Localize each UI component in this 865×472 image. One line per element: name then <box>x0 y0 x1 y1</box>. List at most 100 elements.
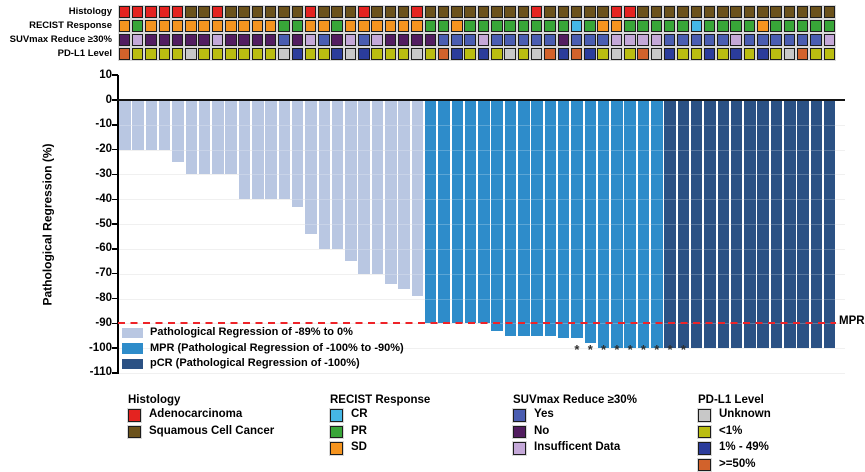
track-cell-recist <box>810 20 822 32</box>
y-tick-label: -40 <box>95 192 112 205</box>
legend-swatch <box>698 425 711 438</box>
track-cell-recist <box>637 20 649 32</box>
waterfall-bar <box>305 100 317 234</box>
track-cell-histology <box>278 6 290 18</box>
track-cell-recist <box>185 20 197 32</box>
waterfall-bar <box>584 100 596 344</box>
track-cell-recist <box>278 20 290 32</box>
track-cell-suvmax <box>783 34 796 46</box>
track-cell-recist <box>624 20 636 32</box>
track-cell-recist <box>584 20 596 32</box>
track-cell-pdl1 <box>304 48 317 60</box>
track-cell-pdl1 <box>637 48 649 60</box>
zero-baseline <box>117 98 845 101</box>
y-tick-label: -90 <box>95 316 112 329</box>
track-cell-recist <box>477 20 490 32</box>
waterfall-bar <box>784 100 796 349</box>
legend-swatch <box>330 442 343 455</box>
track-cell-suvmax <box>770 34 782 46</box>
track-cell-histology <box>703 6 716 18</box>
plot-legend-label-mpr: MPR (Pathological Regression of -100% to… <box>150 341 404 354</box>
track-cell-histology <box>318 6 330 18</box>
track-cell-suvmax <box>610 34 623 46</box>
track-cell-pdl1 <box>198 48 210 60</box>
track-cell-suvmax <box>198 34 210 46</box>
waterfall-bar <box>704 100 716 349</box>
track-cell-histology <box>757 6 769 18</box>
track-cell-histology <box>730 6 742 18</box>
track-cell-recist <box>198 20 210 32</box>
track-cell-pdl1 <box>251 48 264 60</box>
track-cell-histology <box>477 6 490 18</box>
track-cell-histology <box>770 6 782 18</box>
track-cell-suvmax <box>810 34 822 46</box>
track-cell-histology <box>530 6 543 18</box>
track-cell-pdl1 <box>131 48 144 60</box>
track-cell-suvmax <box>650 34 663 46</box>
track-cell-recist <box>437 20 450 32</box>
track-cell-suvmax <box>730 34 742 46</box>
track-cell-histology <box>291 6 303 18</box>
track-cell-histology <box>796 6 809 18</box>
track-cell-histology <box>225 6 237 18</box>
track-cell-recist <box>171 20 184 32</box>
track-cell-histology <box>544 6 556 18</box>
track-cell-histology <box>624 6 636 18</box>
track-cell-suvmax <box>145 34 157 46</box>
y-tick-label: -70 <box>95 267 112 280</box>
track-cell-pdl1 <box>823 48 835 60</box>
y-tick <box>111 148 118 151</box>
track-cell-recist <box>650 20 663 32</box>
waterfall-bar <box>717 100 729 349</box>
track-cell-histology <box>663 6 676 18</box>
waterfall-bar <box>198 100 211 175</box>
track-cell-pdl1 <box>650 48 663 60</box>
waterfall-bar <box>637 100 650 349</box>
track-cell-histology <box>411 6 423 18</box>
waterfall-bar <box>757 100 769 349</box>
track-cell-pdl1 <box>544 48 556 60</box>
track-cell-recist <box>690 20 702 32</box>
track-cell-recist <box>544 20 556 32</box>
track-cell-recist <box>424 20 436 32</box>
plot-legend-label-reg: Pathological Regression of -89% to 0% <box>150 326 353 338</box>
gridline-overlay <box>118 348 845 350</box>
track-cell-suvmax <box>557 34 569 46</box>
track-cell-pdl1 <box>796 48 809 60</box>
track-cell-suvmax <box>491 34 503 46</box>
waterfall-bar <box>172 100 184 163</box>
track-cell-histology <box>437 6 450 18</box>
track-cell-pdl1 <box>278 48 290 60</box>
track-cell-recist <box>238 20 250 32</box>
track-cell-recist <box>304 20 317 32</box>
y-tick-label: -80 <box>95 292 112 305</box>
track-cell-histology <box>637 6 649 18</box>
track-cell-recist <box>663 20 676 32</box>
waterfall-bar <box>238 100 251 200</box>
track-cell-recist <box>783 20 796 32</box>
track-cell-pdl1 <box>730 48 742 60</box>
track-cell-recist <box>225 20 237 32</box>
track-cell-suvmax <box>796 34 809 46</box>
track-cell-suvmax <box>703 34 716 46</box>
track-cell-suvmax <box>344 34 357 46</box>
track-cell-histology <box>198 6 210 18</box>
track-cell-pdl1 <box>171 48 184 60</box>
track-cell-suvmax <box>690 34 702 46</box>
significance-asterisk: * <box>680 342 686 357</box>
track-cell-suvmax <box>663 34 676 46</box>
track-cell-pdl1 <box>570 48 583 60</box>
track-cell-recist <box>331 20 343 32</box>
track-cell-suvmax <box>118 34 131 46</box>
track-cell-suvmax <box>517 34 530 46</box>
track-cell-histology <box>358 6 370 18</box>
track-cell-pdl1 <box>810 48 822 60</box>
track-cell-pdl1 <box>491 48 503 60</box>
track-cell-suvmax <box>464 34 476 46</box>
waterfall-bar <box>597 100 610 349</box>
track-cell-histology <box>823 6 835 18</box>
track-cell-suvmax <box>624 34 636 46</box>
significance-asterisk: * <box>667 342 673 357</box>
track-cell-suvmax <box>278 34 290 46</box>
waterfall-bar <box>278 100 291 200</box>
